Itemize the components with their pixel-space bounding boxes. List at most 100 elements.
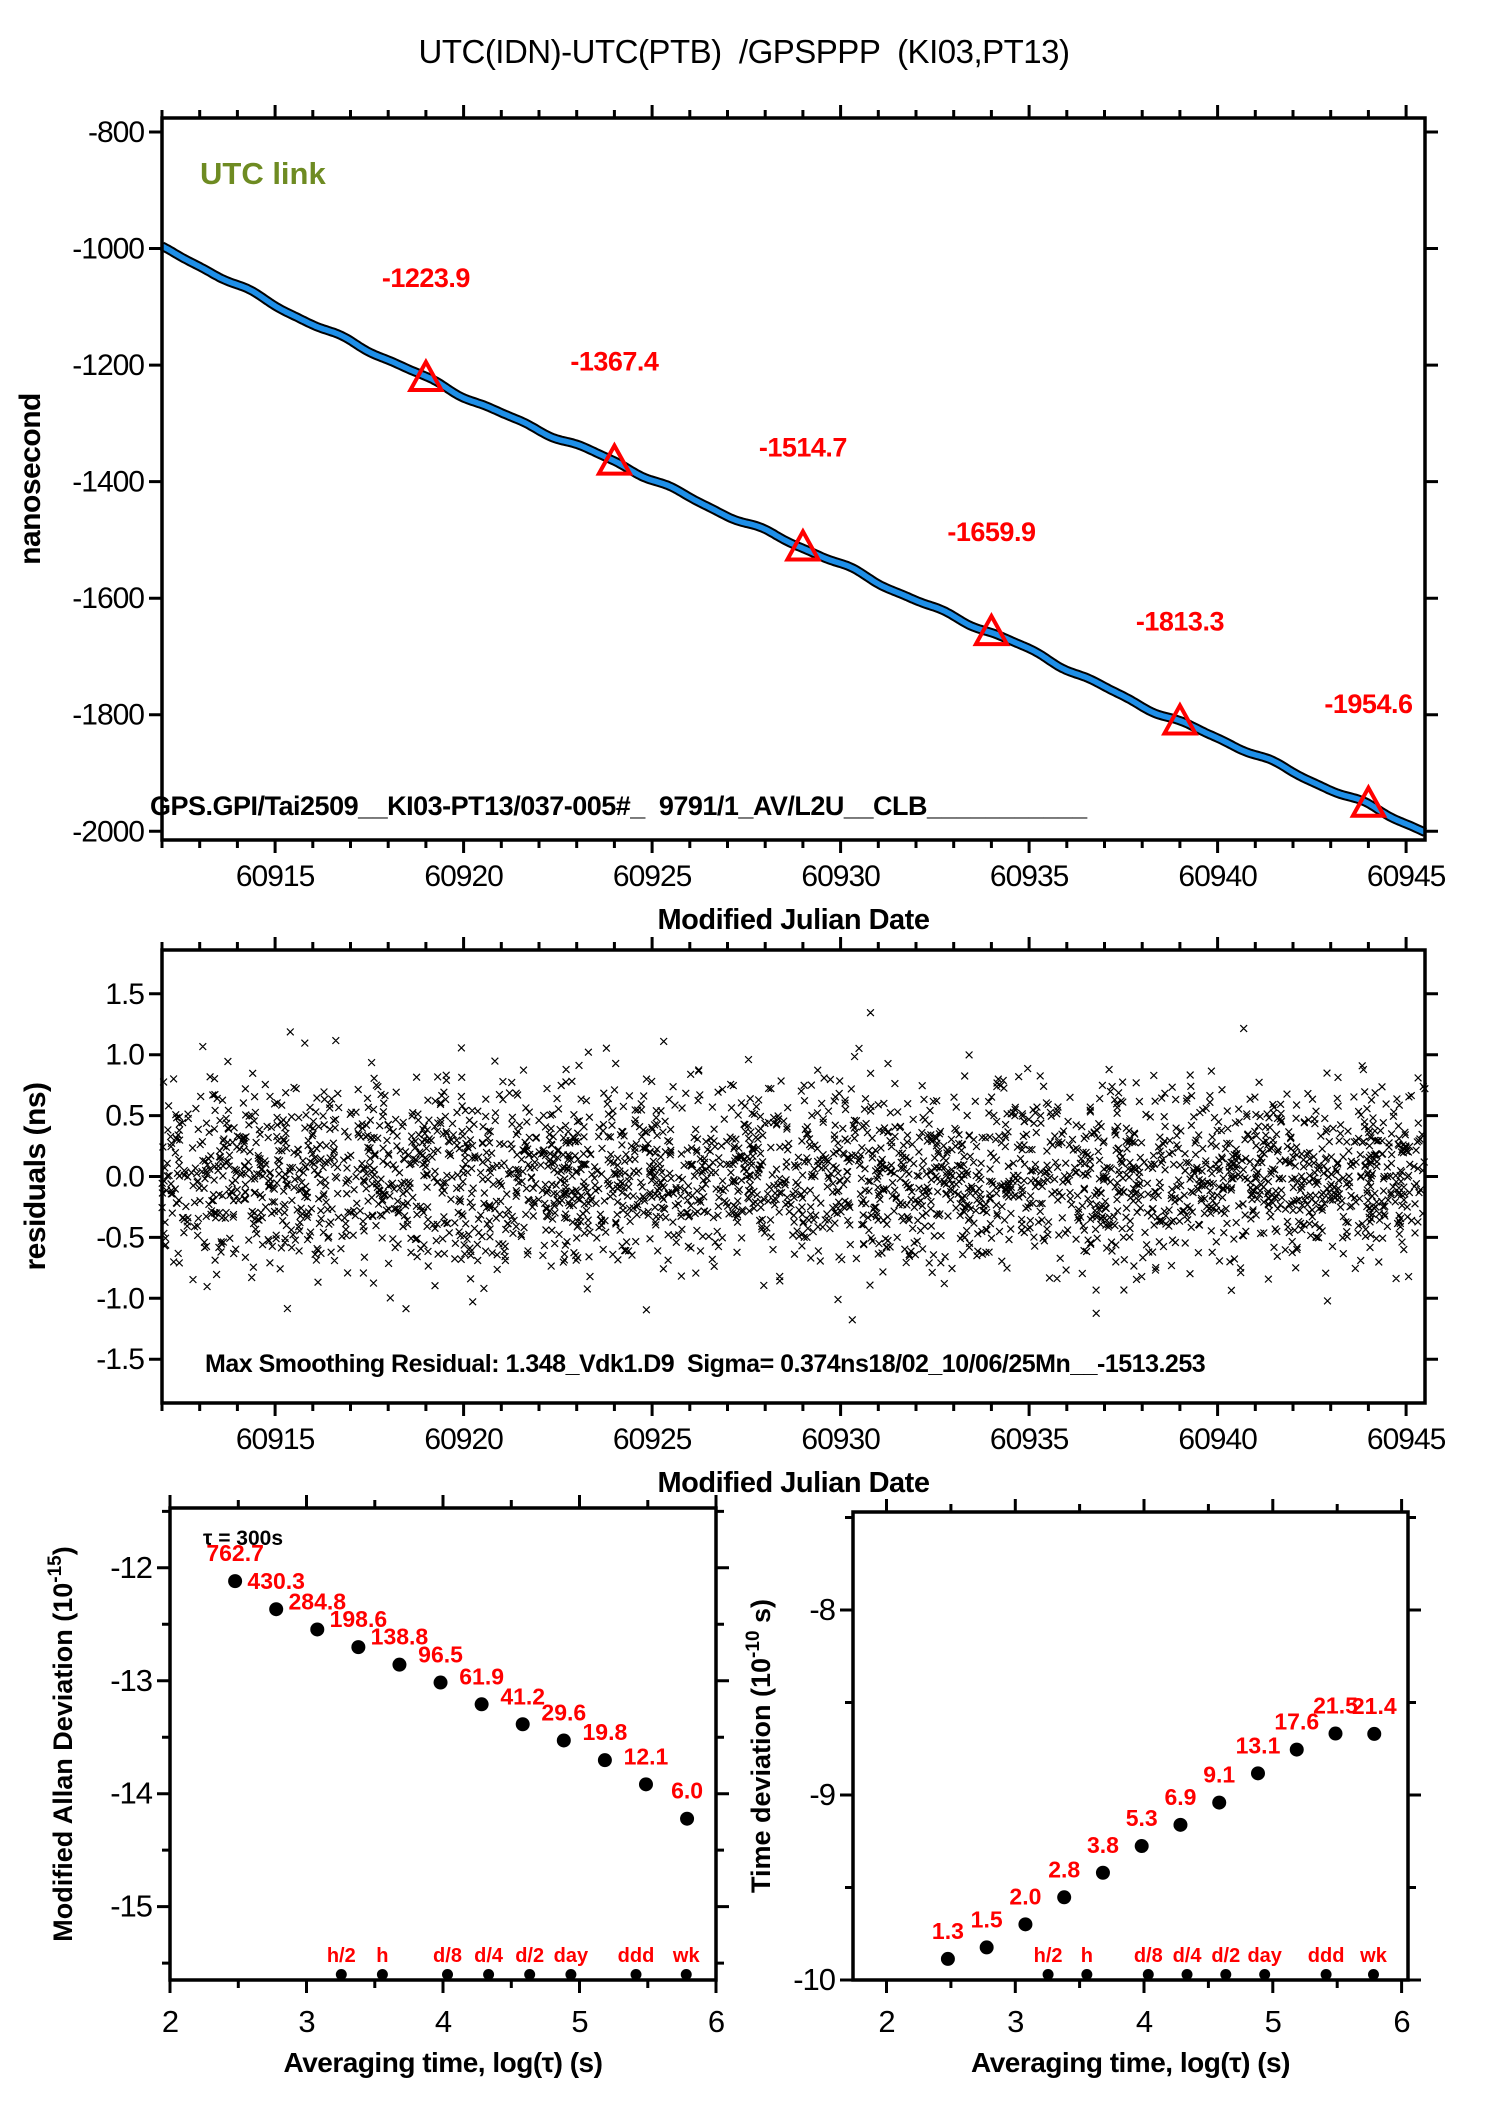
tdev-point-label: 2.0 — [1009, 1883, 1041, 1909]
x-tick-label: 60930 — [801, 1423, 880, 1456]
tau-marker-label: wk — [1359, 1945, 1388, 1967]
tdev-point — [1173, 1817, 1188, 1832]
x-tick-label: 5 — [571, 2004, 587, 2039]
tdev-point-label: 13.1 — [1236, 1732, 1281, 1758]
x-tick-label: 60925 — [613, 860, 692, 893]
mdev-point-label: 29.6 — [541, 1699, 586, 1725]
tdev-point — [1289, 1742, 1304, 1757]
tau-marker-dot — [1320, 1969, 1332, 1980]
residuals-chart: 60915 60920 60925 60930 60935 60940 60945 1.5 1.… — [19, 937, 1447, 1499]
tau-marker-label: day — [1247, 1945, 1282, 1967]
mdev-point — [310, 1622, 325, 1637]
y-tick-label: -14 — [110, 1776, 153, 1811]
mdev-point — [269, 1602, 284, 1617]
x-tick-label: 3 — [1007, 2004, 1023, 2039]
tdev-point — [1250, 1766, 1265, 1781]
y-tick-label: -2000 — [72, 815, 144, 848]
mdev-point — [597, 1753, 612, 1768]
residuals-annotation: Max Smoothing Residual: 1.348_Vdk1.D9 Si… — [205, 1350, 1206, 1378]
tau-marker-label: d/8 — [1134, 1945, 1163, 1967]
mdev-point-label: 41.2 — [500, 1683, 545, 1709]
y-tick-label: -13 — [110, 1663, 152, 1698]
calibration-triangle — [1161, 701, 1199, 736]
calibration-triangle — [784, 527, 822, 562]
y-axis-title: nanosecond — [14, 393, 47, 565]
mdev-point-label: 96.5 — [418, 1642, 463, 1668]
calibration-value-label: -1514.7 — [759, 432, 847, 462]
tau-marker-dot — [565, 1969, 577, 1980]
mdev-point-label: 430.3 — [247, 1568, 305, 1594]
tdev-point — [1134, 1839, 1149, 1854]
tdev-point-label: 1.3 — [932, 1918, 964, 1944]
x-axis-title: Averaging time, log(τ) (s) — [971, 2047, 1290, 2078]
tau-marker-label: d/4 — [474, 1945, 504, 1967]
tau-marker-label: wk — [672, 1945, 701, 1967]
y-tick-label: 1.0 — [105, 1039, 144, 1072]
x-tick-label: 2 — [162, 2004, 178, 2039]
y-tick-label: 0.5 — [105, 1100, 144, 1133]
tau-marker-label: d/2 — [1211, 1945, 1240, 1967]
tau-marker-label: d/2 — [515, 1945, 544, 1967]
mdev-point-label: 12.1 — [624, 1743, 669, 1769]
tau-marker-label: day — [554, 1945, 589, 1967]
x-tick-label: 5 — [1265, 2004, 1281, 2039]
y-axis-title: residuals (ns) — [19, 1082, 52, 1270]
tau-marker-label: d/8 — [433, 1945, 462, 1967]
mdev-point-label: 61.9 — [459, 1663, 504, 1689]
y-tick-label: -0.5 — [96, 1221, 144, 1254]
mdev-point — [556, 1733, 571, 1748]
y-tick-label: -1.5 — [96, 1343, 144, 1376]
calibration-value-label: -1813.3 — [1136, 606, 1225, 636]
axis-frame — [160, 948, 1427, 1405]
axis-ticks — [157, 1495, 729, 1993]
utc-link-label: UTC link — [200, 156, 326, 191]
tau-marker-label: ddd — [1308, 1945, 1345, 1967]
tdev-point-label: 3.8 — [1087, 1832, 1119, 1858]
mdev-point-label: 762.7 — [206, 1540, 264, 1566]
axis-frame — [851, 1510, 1410, 1982]
x-tick-label: 60920 — [424, 860, 503, 893]
y-tick-label: -10 — [793, 1962, 836, 1997]
residuals-points — [158, 1008, 1429, 1324]
tau-marker-dot — [1367, 1969, 1379, 1980]
axis-ticks — [149, 105, 1438, 853]
x-tick-label: 60915 — [236, 860, 315, 893]
y-tick-label: -1800 — [72, 699, 144, 732]
tdev-chart: h/2 h d/8 d/4 d/2 day ddd wk1.3 1.52.02.83.85.36… — [743, 1499, 1421, 2078]
tau-marker-dot — [1259, 1969, 1271, 1980]
x-tick-label: 60945 — [1367, 860, 1446, 893]
axis-frame — [168, 1506, 718, 1982]
x-tick-label: 60915 — [236, 1423, 315, 1456]
mdev-point-label: 19.8 — [583, 1719, 628, 1745]
x-tick-label: 6 — [708, 2004, 724, 2039]
x-tick-label: 6 — [1393, 2004, 1409, 2039]
tau-marker-dot — [1142, 1969, 1154, 1980]
x-axis-title: Modified Julian Date — [658, 904, 930, 936]
tdev-point — [940, 1951, 955, 1966]
tau-marker-dot — [1181, 1969, 1193, 1980]
tau-marker-label: h — [376, 1945, 388, 1967]
calibration-triangle — [1349, 783, 1388, 818]
mdev-chart: h/2 h d/8 d/4 d/2 day ddd wk 762.7430.3284.8198.… — [45, 1495, 729, 2078]
calibration-value-label: -1659.9 — [947, 517, 1036, 547]
tau-marker-dot — [1081, 1969, 1093, 1980]
y-tick-label: -9 — [809, 1777, 835, 1812]
mdev-point — [228, 1574, 243, 1589]
x-axis-title: Averaging time, log(τ) (s) — [284, 2047, 603, 2078]
x-tick-label: 60940 — [1178, 860, 1257, 893]
tdev-point-label: 6.9 — [1164, 1784, 1196, 1810]
tdev-point-label: 21.4 — [1352, 1693, 1397, 1719]
y-tick-label: -1600 — [72, 582, 144, 615]
tdev-point — [1328, 1726, 1343, 1741]
mdev-point — [433, 1675, 448, 1690]
tau-marker-label: d/4 — [1173, 1945, 1203, 1967]
y-axis-title: Time deviation (10-10 s) — [743, 1599, 776, 1893]
calibration-triangle — [972, 611, 1011, 647]
y-tick-label: -8 — [809, 1592, 835, 1627]
tau-marker-label: h/2 — [327, 1945, 356, 1967]
tdev-point-label: 1.5 — [971, 1906, 1003, 1932]
page-title: UTC(IDN)-UTC(PTB) /GPSPPP (KI03,PT13) — [418, 33, 1070, 70]
y-tick-label: -1200 — [72, 349, 144, 382]
